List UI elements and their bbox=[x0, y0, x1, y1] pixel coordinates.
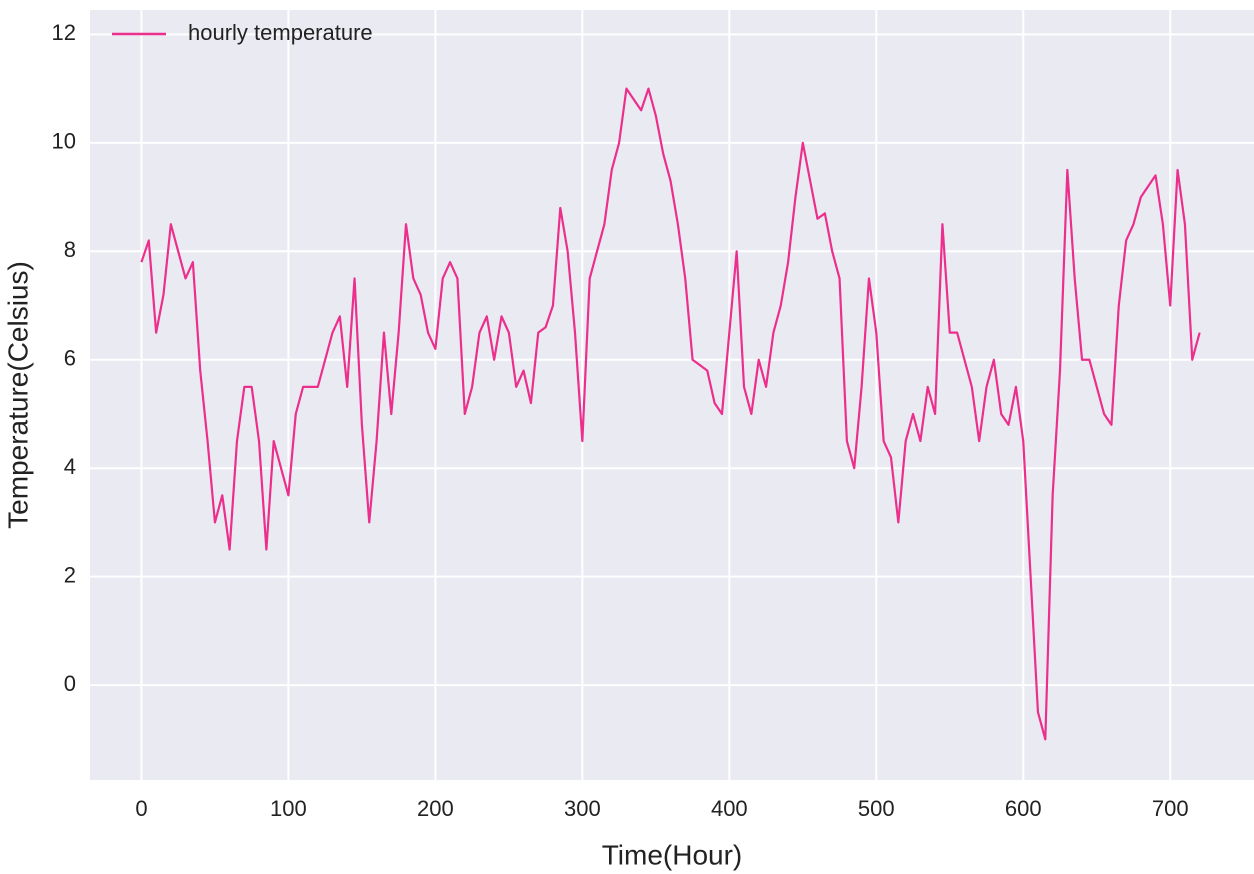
x-tick-label: 0 bbox=[135, 796, 147, 821]
y-tick-label: 2 bbox=[64, 562, 76, 587]
x-tick-label: 100 bbox=[270, 796, 307, 821]
x-axis-label: Time(Hour) bbox=[602, 839, 743, 870]
legend-label: hourly temperature bbox=[188, 20, 373, 45]
y-tick-label: 4 bbox=[64, 454, 76, 479]
marks bbox=[140, 87, 1201, 741]
grid bbox=[90, 10, 1254, 780]
x-tick-label: 300 bbox=[564, 796, 601, 821]
y-tick-label: 0 bbox=[64, 671, 76, 696]
y-tick-label: 6 bbox=[64, 346, 76, 371]
legend: hourly temperature bbox=[112, 20, 373, 45]
ticks: 0 100 200 300 400 500 600 700 0 2 4 6 8 10 12 bbox=[52, 20, 1189, 821]
x-tick-label: 200 bbox=[417, 796, 454, 821]
x-tick-label: 400 bbox=[711, 796, 748, 821]
y-tick-label: 12 bbox=[52, 20, 76, 45]
plot-background bbox=[90, 10, 1254, 780]
x-tick-label: 500 bbox=[858, 796, 895, 821]
data-line bbox=[140, 87, 1201, 741]
x-tick-label: 600 bbox=[1005, 796, 1042, 821]
y-axis-label: Temperature(Celsius) bbox=[2, 261, 33, 529]
y-tick-label: 10 bbox=[52, 129, 76, 154]
y-tick-label: 8 bbox=[64, 237, 76, 262]
x-tick-label: 700 bbox=[1152, 796, 1189, 821]
